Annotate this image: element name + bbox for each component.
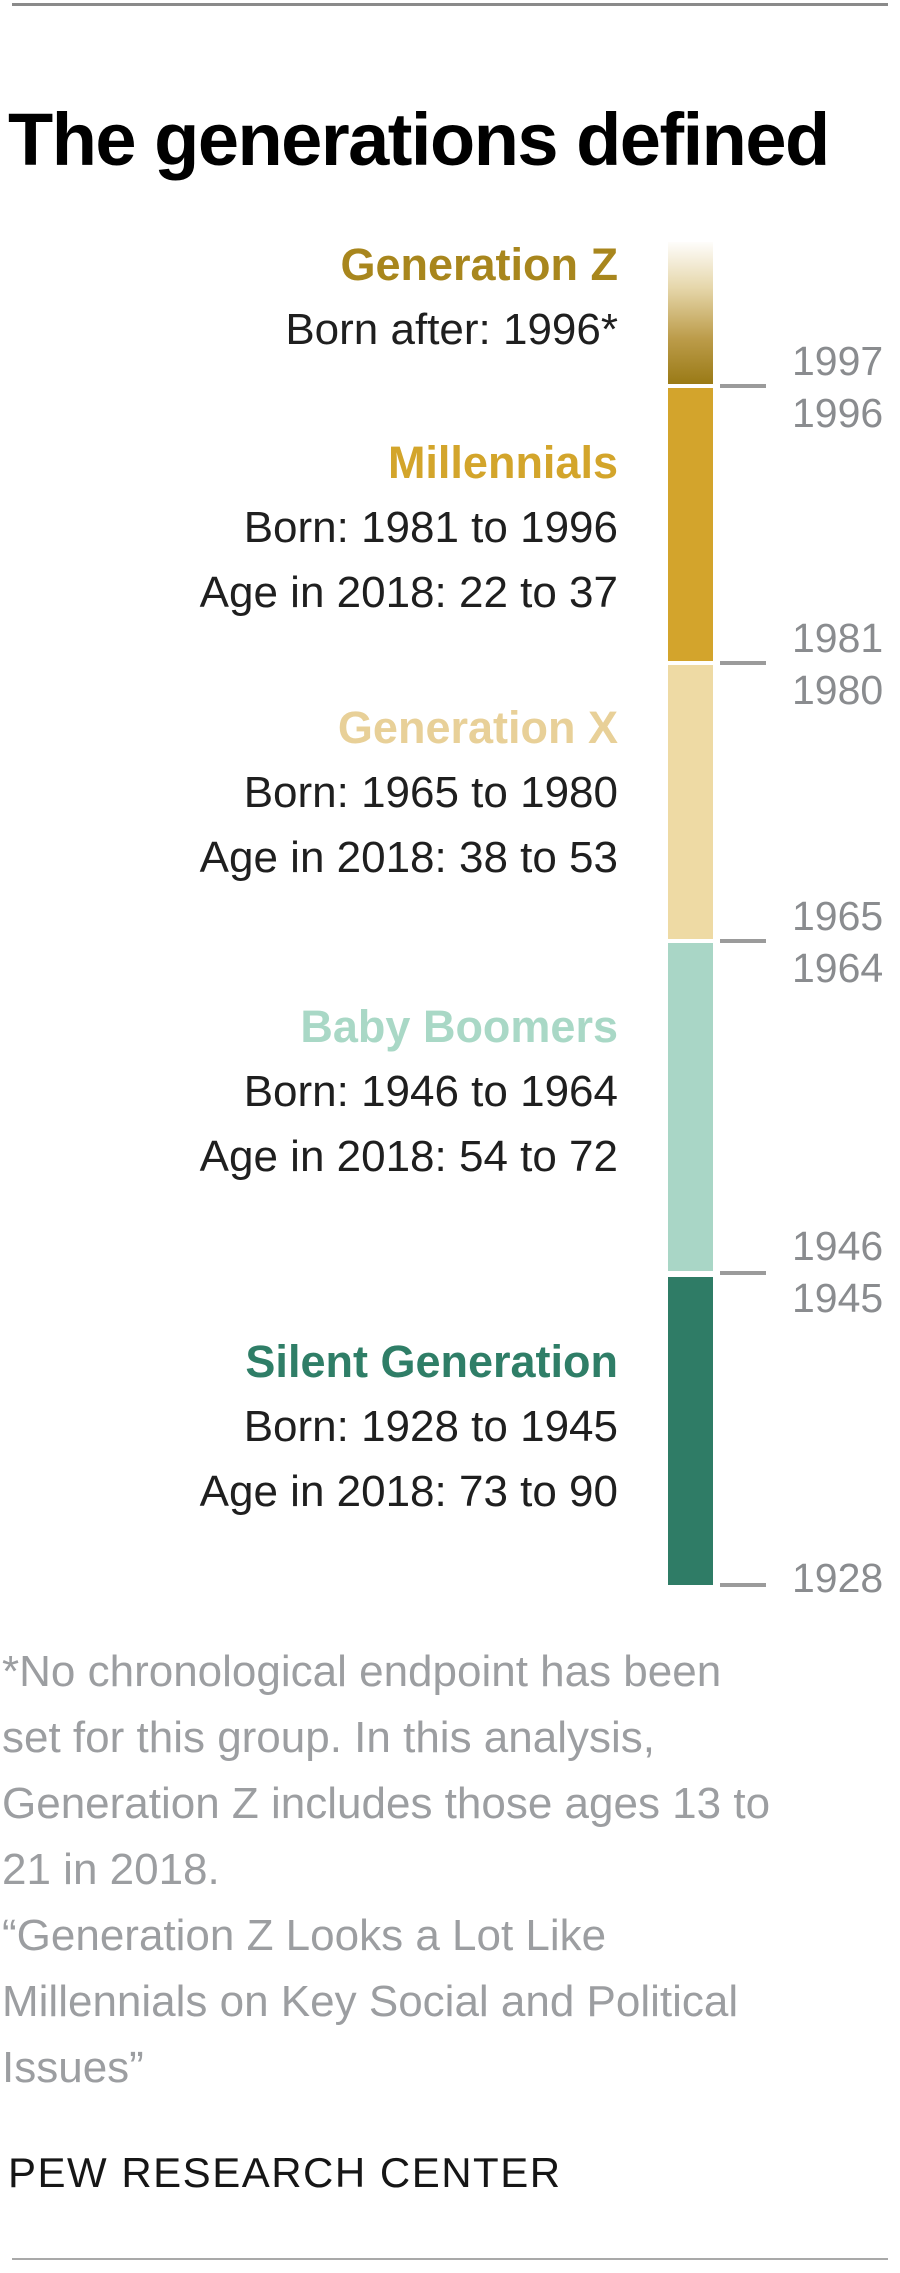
- year-tick-label: 1965: [792, 893, 884, 939]
- generation-name: Silent Generation: [245, 1336, 618, 1387]
- top-divider-rule: [12, 3, 888, 6]
- tick-dash-1997: [720, 384, 766, 388]
- generation-age-range: Age in 2018: 54 to 72: [199, 1132, 618, 1181]
- year-tick-label: 1997: [792, 338, 884, 384]
- year-tick-label: 1946: [792, 1223, 884, 1269]
- year-tick-label: 1981: [792, 615, 884, 661]
- generation-born-range: Born: 1981 to 1996: [243, 503, 618, 552]
- generation-name: Generation Z: [340, 239, 618, 290]
- tick-dash-1928: [720, 1583, 766, 1587]
- generation-name: Baby Boomers: [300, 1001, 618, 1052]
- footnote-line: Millennials on Key Social and Political: [2, 1977, 739, 2026]
- generation-born-range: Born after: 1996*: [285, 305, 618, 354]
- bar-segment-genx: [668, 665, 713, 939]
- generation-label-block-millennials: Millennials Born: 1981 to 1996 Age in 20…: [0, 430, 618, 625]
- generation-born-range: Born: 1946 to 1964: [243, 1067, 618, 1116]
- generation-name: Generation X: [337, 702, 618, 753]
- generation-age-range: Age in 2018: 38 to 53: [199, 833, 618, 882]
- generation-label-block-silent: Silent Generation Born: 1928 to 1945 Age…: [0, 1329, 618, 1524]
- generation-name: Millennials: [387, 437, 618, 488]
- generation-born-range: Born: 1965 to 1980: [243, 768, 618, 817]
- page-title: The generations defined: [8, 97, 830, 181]
- year-tick-label: 1928: [792, 1555, 884, 1601]
- generation-age-range: Age in 2018: 22 to 37: [199, 568, 618, 617]
- tick-dash-1946: [720, 1271, 766, 1275]
- generation-label-block-genx: Generation X Born: 1965 to 1980 Age in 2…: [0, 695, 618, 890]
- footnote-line: Generation Z includes those ages 13 to: [2, 1779, 771, 1828]
- bar-segment-silent: [668, 1277, 713, 1585]
- year-tick-label: 1964: [792, 945, 884, 991]
- generation-label-block-boomers: Baby Boomers Born: 1946 to 1964 Age in 2…: [0, 994, 618, 1189]
- year-tick-label: 1980: [792, 667, 884, 713]
- tick-dash-1965: [720, 939, 766, 943]
- generation-age-range: Age in 2018: 73 to 90: [199, 1467, 618, 1516]
- bottom-divider-rule: [12, 2258, 888, 2260]
- bar-segment-millennials: [668, 388, 713, 661]
- footnote-line: *No chronological endpoint has been: [2, 1647, 722, 1696]
- generation-label-block-genz: Generation Z Born after: 1996*: [0, 232, 618, 362]
- tick-dash-1981: [720, 661, 766, 665]
- footnote-line: set for this group. In this analysis,: [2, 1713, 655, 1762]
- footnote-line: Issues”: [2, 2043, 144, 2092]
- footnote-line: 21 in 2018.: [2, 1845, 220, 1894]
- footnote-line: “Generation Z Looks a Lot Like: [2, 1911, 607, 1960]
- source-attribution: PEW RESEARCH CENTER: [8, 2149, 562, 2196]
- bar-segment-genz: [668, 242, 713, 384]
- generation-born-range: Born: 1928 to 1945: [243, 1402, 618, 1451]
- year-tick-label: 1945: [792, 1275, 884, 1321]
- footnote: *No chronological endpoint has been set …: [2, 1639, 892, 2101]
- bar-segment-boomers: [668, 943, 713, 1271]
- year-tick-label: 1996: [792, 390, 884, 436]
